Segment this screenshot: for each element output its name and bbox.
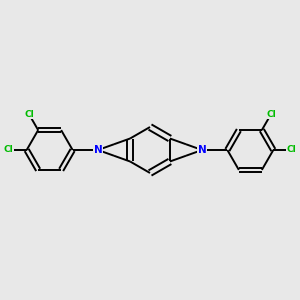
Text: Cl: Cl	[287, 146, 297, 154]
Text: Cl: Cl	[24, 110, 34, 119]
Text: N: N	[94, 145, 102, 155]
Text: Cl: Cl	[266, 110, 276, 119]
Text: N: N	[198, 145, 206, 155]
Text: Cl: Cl	[3, 146, 13, 154]
